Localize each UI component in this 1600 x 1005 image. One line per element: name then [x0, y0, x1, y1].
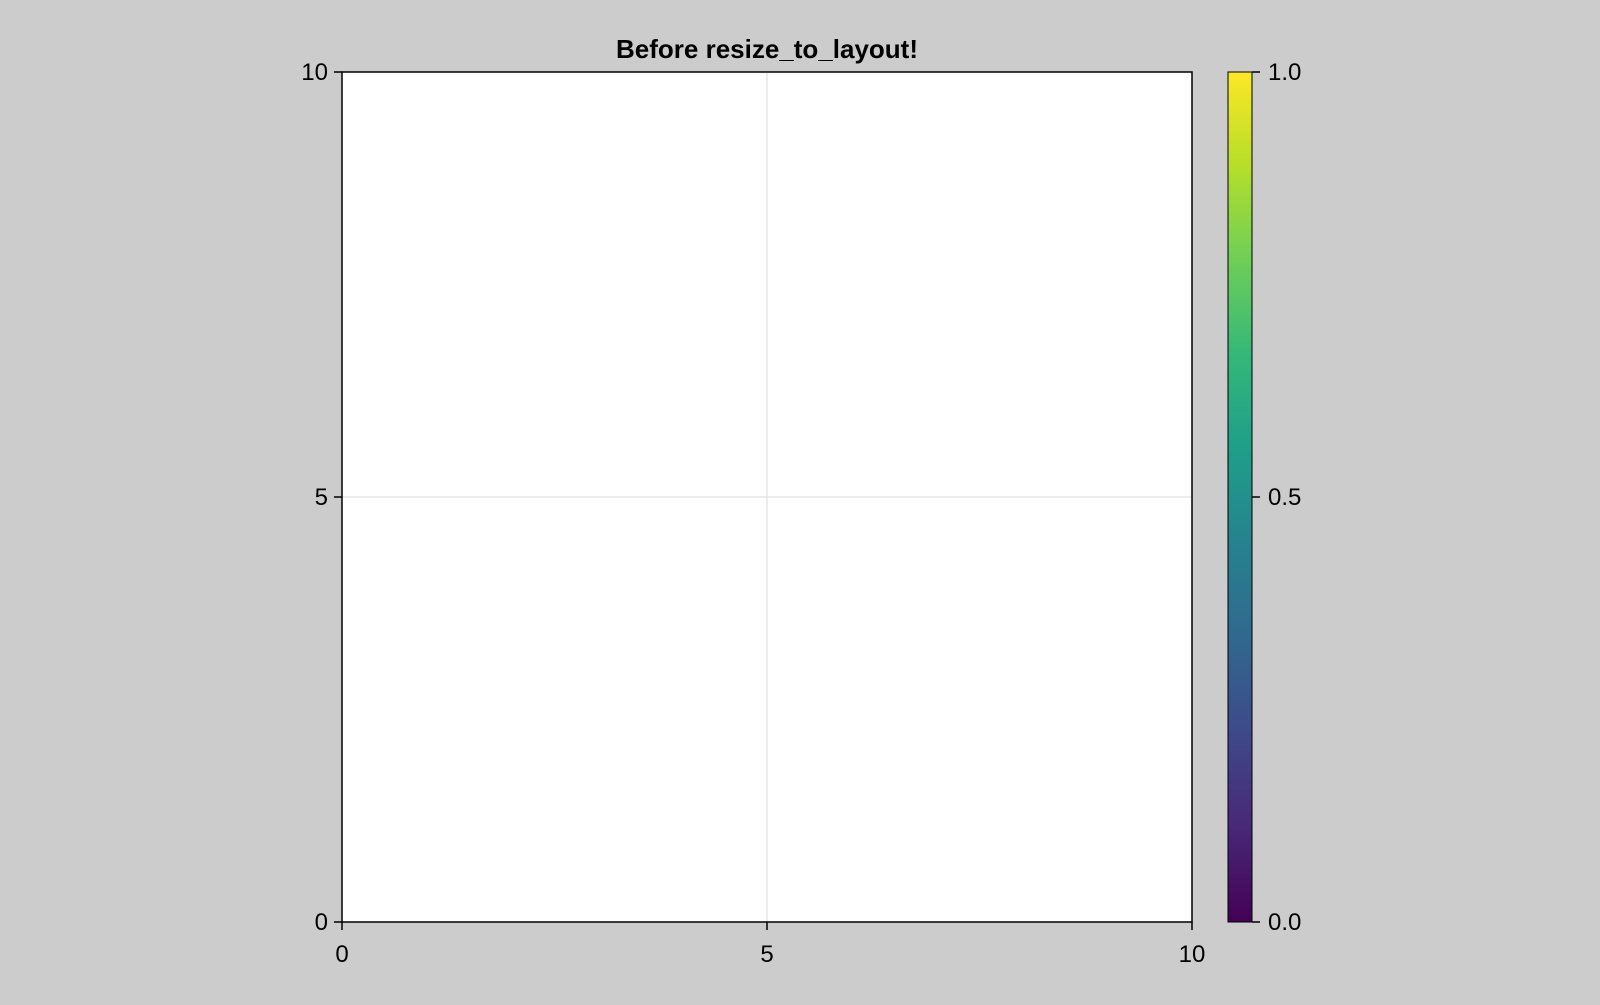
x-tick-label: 10	[1179, 941, 1206, 968]
x-tick-label: 0	[335, 941, 348, 968]
colorbar-axis: 0.0 0.5 1.0	[1252, 59, 1301, 936]
colorbar	[1227, 71, 1253, 923]
chart-title: Before resize_to_layout!	[616, 34, 918, 64]
colorbar-tick-label: 1.0	[1268, 59, 1301, 86]
y-tick-label: 0	[315, 909, 328, 936]
colorbar-tick-label: 0.0	[1268, 909, 1301, 936]
y-tick-label: 5	[315, 484, 328, 511]
colorbar-tick-label: 0.5	[1268, 484, 1301, 511]
y-tick-label: 10	[301, 59, 328, 86]
x-tick-label: 5	[760, 941, 773, 968]
grid-lines	[342, 72, 1192, 922]
x-axis: 0 5 10	[335, 922, 1205, 968]
y-axis: 0 5 10	[301, 59, 342, 936]
